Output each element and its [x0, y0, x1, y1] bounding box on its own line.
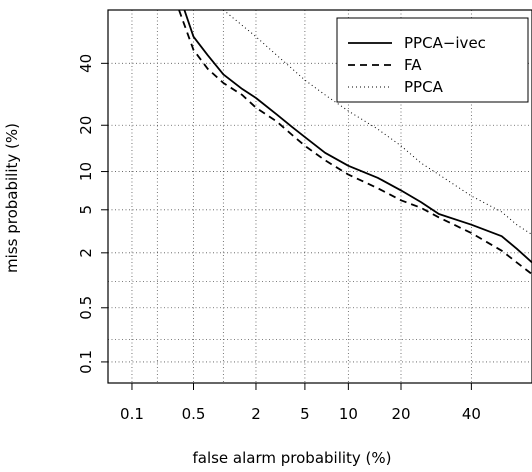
y-tick-label: 40 [77, 54, 95, 73]
x-tick-label: 10 [339, 405, 358, 423]
legend: PPCA−ivec FA PPCA [336, 17, 529, 103]
series-line-2 [223, 10, 532, 236]
legend-label-0: PPCA−ivec [404, 34, 486, 52]
x-tick-label: 20 [391, 405, 410, 423]
y-tick-label: 5 [77, 205, 95, 215]
x-tick-label: 5 [300, 405, 310, 423]
x-tick-label: 2 [251, 405, 261, 423]
x-tick-label: 40 [462, 405, 481, 423]
series-lines [178, 10, 532, 275]
plot-frame [107, 9, 532, 384]
y-tick-label: 0.1 [77, 350, 95, 374]
grid-lines [108, 10, 532, 383]
legend-box [336, 17, 529, 103]
y-tick-label: 0.5 [77, 296, 95, 320]
x-axis: 0.1 0.5 2 5 10 20 40 [120, 383, 481, 423]
series-line-1 [178, 10, 532, 275]
x-tick-label: 0.5 [182, 405, 206, 423]
y-axis: 0.1 0.5 2 5 10 20 40 [77, 54, 108, 374]
legend-label-1: FA [404, 56, 422, 74]
series-line-0 [183, 10, 532, 264]
y-tick-label: 20 [77, 116, 95, 135]
legend-label-2: PPCA [404, 78, 444, 96]
y-tick-label: 10 [77, 162, 95, 181]
x-axis-label: false alarm probability (%) [192, 449, 391, 467]
x-tick-label: 0.1 [120, 405, 144, 423]
y-axis-label: miss probability (%) [3, 123, 21, 273]
y-tick-label: 2 [77, 248, 95, 258]
